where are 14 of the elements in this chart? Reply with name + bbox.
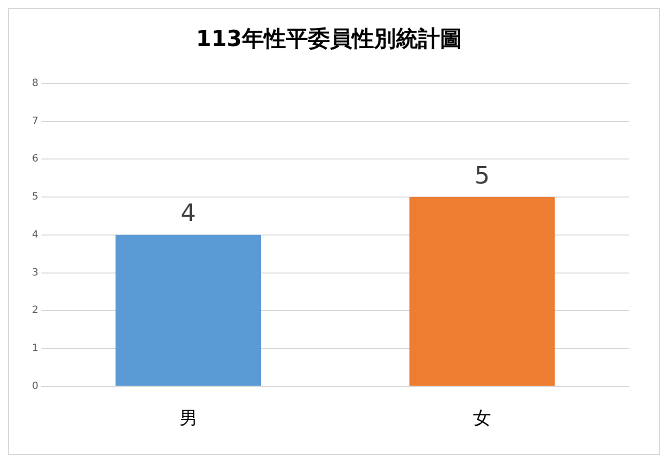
y-tick-label: 7 (32, 116, 38, 127)
y-tick-label: 1 (32, 343, 38, 354)
chart-title: 113年性平委員性別統計圖 (196, 26, 462, 52)
data-label: 4 (180, 199, 196, 228)
y-tick-label: 6 (32, 154, 38, 165)
y-tick-label: 3 (32, 267, 38, 278)
x-tick-label: 男 (179, 408, 198, 429)
y-tick-label: 0 (32, 380, 38, 392)
x-tick-label: 女 (473, 408, 492, 429)
y-tick-label: 8 (32, 78, 38, 89)
y-tick-label: 2 (32, 305, 38, 316)
y-tick-label: 5 (32, 192, 38, 203)
data-label: 5 (474, 161, 490, 190)
y-tick-label: 4 (32, 229, 38, 240)
